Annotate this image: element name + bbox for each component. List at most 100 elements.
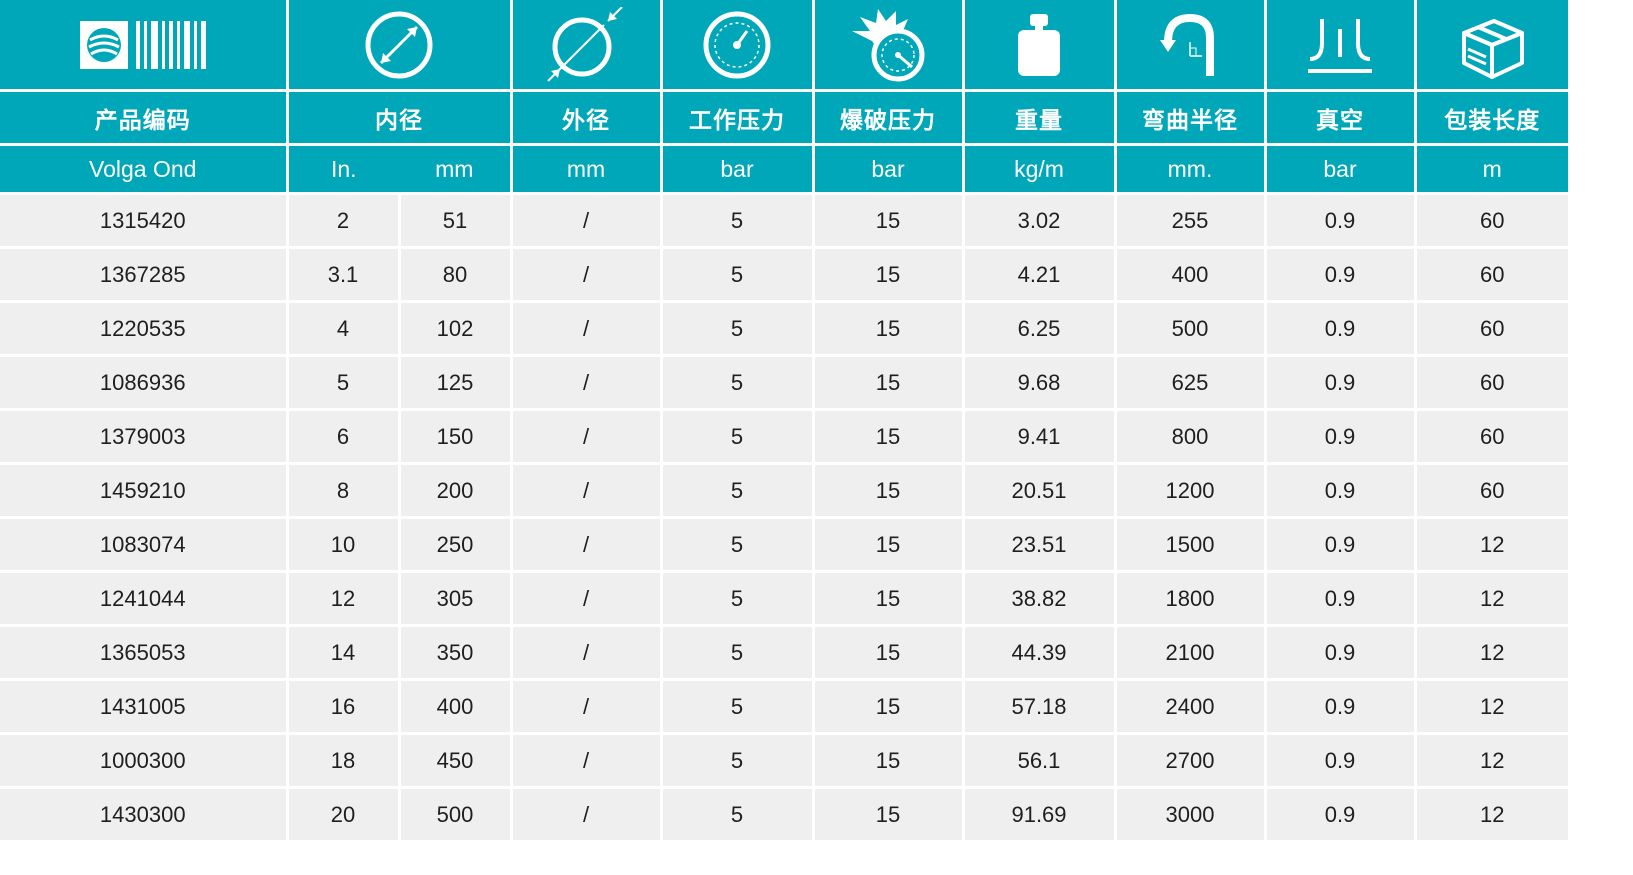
cell-packing-length: 60 — [1415, 300, 1568, 356]
cell-bend-radius: 400 — [1115, 246, 1267, 302]
cell-vacuum: 0.9 — [1265, 570, 1417, 626]
cell-burst-pressure: 15 — [813, 192, 965, 248]
cell-inner-in: 10 — [287, 516, 401, 572]
cell-working-pressure: 5 — [661, 192, 815, 248]
unit-bend-radius: mm. — [1115, 144, 1267, 194]
cell-packing-length: 60 — [1415, 192, 1568, 248]
unit-vacuum: bar — [1265, 144, 1417, 194]
table-row: 1083074 10 250 / 5 15 23.51 1500 0.9 12 — [0, 516, 1568, 572]
cell-outer-mm: / — [511, 516, 663, 572]
cell-code: 1430300 — [0, 786, 289, 840]
cell-bend-radius: 1800 — [1115, 570, 1267, 626]
cell-inner-in: 14 — [287, 624, 401, 680]
unit-working-pressure: bar — [661, 144, 815, 194]
cell-outer-mm: / — [511, 678, 663, 734]
header-code: 产品编码 — [0, 90, 289, 146]
cell-weight: 4.21 — [963, 246, 1117, 302]
header-weight: 重量 — [963, 90, 1117, 146]
unit-code: Volga Ond — [0, 144, 289, 194]
cell-burst-pressure: 15 — [813, 570, 965, 626]
cell-packing-length: 12 — [1415, 624, 1568, 680]
table-row: 1000300 18 450 / 5 15 56.1 2700 0.9 12 — [0, 732, 1568, 788]
outer-diameter-icon — [511, 0, 663, 92]
table-row: 1220535 4 102 / 5 15 6.25 500 0.9 60 — [0, 300, 1568, 356]
cell-outer-mm: / — [511, 300, 663, 356]
cell-code: 1365053 — [0, 624, 289, 680]
cell-vacuum: 0.9 — [1265, 462, 1417, 518]
cell-vacuum: 0.9 — [1265, 678, 1417, 734]
unit-outer-mm: mm — [511, 144, 663, 194]
cell-working-pressure: 5 — [661, 678, 815, 734]
cell-inner-in: 12 — [287, 570, 401, 626]
table-row: 1365053 14 350 / 5 15 44.39 2100 0.9 12 — [0, 624, 1568, 680]
cell-inner-mm: 102 — [399, 300, 513, 356]
cell-inner-in: 3.1 — [287, 246, 401, 302]
weight-icon — [963, 0, 1117, 92]
cell-code: 1367285 — [0, 246, 289, 302]
cell-burst-pressure: 15 — [813, 732, 965, 788]
spec-sheet: 产品编码 内径 外径 工作压力 爆破压力 重量 弯曲半径 真空 包装长度 Vol… — [0, 0, 1568, 840]
cell-bend-radius: 800 — [1115, 408, 1267, 464]
label-header-row: 产品编码 内径 外径 工作压力 爆破压力 重量 弯曲半径 真空 包装长度 — [0, 90, 1568, 146]
cell-packing-length: 12 — [1415, 732, 1568, 788]
table-row: 1431005 16 400 / 5 15 57.18 2400 0.9 12 — [0, 678, 1568, 734]
cell-bend-radius: 3000 — [1115, 786, 1267, 840]
cell-inner-in: 8 — [287, 462, 401, 518]
cell-bend-radius: 1500 — [1115, 516, 1267, 572]
unit-header-row: Volga Ond In. mm mm bar bar kg/m mm. bar… — [0, 144, 1568, 194]
brand-barcode-icon — [0, 0, 289, 92]
cell-weight: 57.18 — [963, 678, 1117, 734]
icon-header-row — [0, 0, 1568, 92]
header-bend-radius: 弯曲半径 — [1115, 90, 1267, 146]
cell-packing-length: 12 — [1415, 678, 1568, 734]
cell-bend-radius: 2100 — [1115, 624, 1267, 680]
cell-inner-mm: 250 — [399, 516, 513, 572]
cell-code: 1000300 — [0, 732, 289, 788]
cell-inner-in: 4 — [287, 300, 401, 356]
cell-burst-pressure: 15 — [813, 246, 965, 302]
cell-weight: 9.68 — [963, 354, 1117, 410]
cell-inner-in: 16 — [287, 678, 401, 734]
cell-working-pressure: 5 — [661, 732, 815, 788]
cell-code: 1241044 — [0, 570, 289, 626]
cell-working-pressure: 5 — [661, 408, 815, 464]
vacuum-icon — [1265, 0, 1417, 92]
spec-table: 产品编码 内径 外径 工作压力 爆破压力 重量 弯曲半径 真空 包装长度 Vol… — [0, 0, 1568, 840]
cell-inner-mm: 150 — [399, 408, 513, 464]
table-row: 1241044 12 305 / 5 15 38.82 1800 0.9 12 — [0, 570, 1568, 626]
cell-bend-radius: 255 — [1115, 192, 1267, 248]
cell-outer-mm: / — [511, 408, 663, 464]
cell-working-pressure: 5 — [661, 354, 815, 410]
unit-weight: kg/m — [963, 144, 1117, 194]
box-icon — [1415, 0, 1568, 92]
unit-inner-mm: mm — [399, 144, 513, 194]
bend-radius-icon — [1115, 0, 1267, 92]
cell-working-pressure: 5 — [661, 624, 815, 680]
cell-working-pressure: 5 — [661, 462, 815, 518]
header-burst-pressure: 爆破压力 — [813, 90, 965, 146]
table-row: 1086936 5 125 / 5 15 9.68 625 0.9 60 — [0, 354, 1568, 410]
cell-bend-radius: 2700 — [1115, 732, 1267, 788]
cell-inner-in: 6 — [287, 408, 401, 464]
header-working-pressure: 工作压力 — [661, 90, 815, 146]
header-inner-diameter: 内径 — [287, 90, 513, 146]
cell-burst-pressure: 15 — [813, 462, 965, 518]
table-row: 1315420 2 51 / 5 15 3.02 255 0.9 60 — [0, 192, 1568, 248]
cell-working-pressure: 5 — [661, 570, 815, 626]
cell-inner-mm: 400 — [399, 678, 513, 734]
header-packing-length: 包装长度 — [1415, 90, 1568, 146]
cell-inner-mm: 500 — [399, 786, 513, 840]
cell-vacuum: 0.9 — [1265, 300, 1417, 356]
cell-code: 1459210 — [0, 462, 289, 518]
cell-weight: 91.69 — [963, 786, 1117, 840]
cell-weight: 44.39 — [963, 624, 1117, 680]
cell-working-pressure: 5 — [661, 786, 815, 840]
cell-inner-mm: 350 — [399, 624, 513, 680]
cell-inner-mm: 200 — [399, 462, 513, 518]
cell-vacuum: 0.9 — [1265, 732, 1417, 788]
cell-inner-in: 20 — [287, 786, 401, 840]
table-row: 1459210 8 200 / 5 15 20.51 1200 0.9 60 — [0, 462, 1568, 518]
cell-vacuum: 0.9 — [1265, 192, 1417, 248]
cell-bend-radius: 625 — [1115, 354, 1267, 410]
cell-working-pressure: 5 — [661, 300, 815, 356]
